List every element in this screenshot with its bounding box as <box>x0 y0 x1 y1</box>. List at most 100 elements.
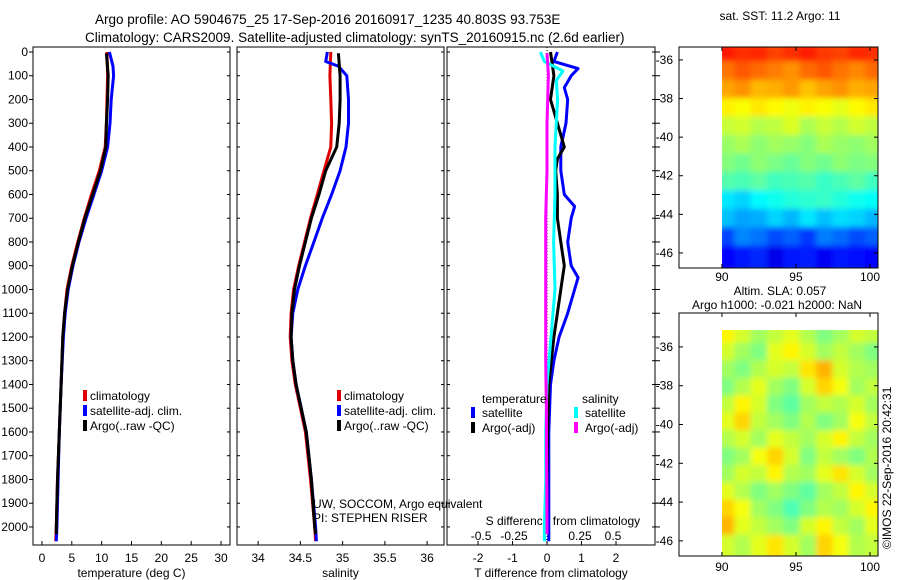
x-tick-label: 0 <box>39 551 46 565</box>
x-tick-label: 2 <box>613 551 620 565</box>
depth-tick-label: 1800 <box>1 472 28 486</box>
heatmap-clip <box>722 330 878 556</box>
x-tick-label: 20 <box>155 551 169 565</box>
legend-swatch <box>337 390 341 401</box>
x-tick-label: 35 <box>336 551 350 565</box>
lat-tick-label: -40 <box>656 130 674 144</box>
heatmap-clip <box>722 47 878 268</box>
depth-tick-label: 1700 <box>1 449 28 463</box>
legend-swatch <box>337 405 341 416</box>
lat-tick-label: -36 <box>656 340 674 354</box>
heatmap <box>722 47 878 268</box>
legend-swatch <box>337 420 341 431</box>
x-tick-label: 1 <box>578 551 585 565</box>
legend-swatch <box>83 420 87 431</box>
x-tick-label: 0 <box>544 551 551 565</box>
x-tick-label: 25 <box>185 551 199 565</box>
plot-frame <box>32 46 231 546</box>
legend-swatch <box>83 390 87 401</box>
depth-tick-label: 800 <box>8 235 28 249</box>
s-tick-label: -0.5 <box>471 529 492 543</box>
depth-tick-label: 1600 <box>1 425 28 439</box>
panel-differences: -2 -1 0 1 2T difference from climatology S di… <box>446 46 660 580</box>
series-group <box>54 51 116 542</box>
depth-tick-label: 900 <box>8 259 28 273</box>
lat-tick-label: -44 <box>656 495 674 509</box>
depth-tick-label: 1000 <box>1 282 28 296</box>
plot-frame <box>236 46 445 546</box>
s-axis-label: S difference from climatology <box>486 514 641 528</box>
lon-tick-label: 95 <box>789 560 803 574</box>
map-sla_map: -36 -38 -40 -42 -44 -46 90 95 100 Altim. SLA: 0.0… <box>656 284 881 574</box>
lon-tick-label: 95 <box>789 270 803 284</box>
depth-tick-label: 300 <box>8 116 28 130</box>
legend-swatch <box>83 405 87 416</box>
series-line-climatology <box>54 51 110 542</box>
legend-label: climatology <box>90 389 150 403</box>
depth-tick-label: 1500 <box>1 401 28 415</box>
series-line-argo-raw-qc- <box>54 53 110 535</box>
heatmap-cell <box>865 534 878 556</box>
depth-tick-label: 600 <box>8 187 28 201</box>
x-axis-label: temperature (deg C) <box>77 566 185 580</box>
series-group <box>539 51 580 542</box>
legend-label: Argo(..raw -QC) <box>90 419 175 433</box>
s-tick-label: 0.25 <box>568 529 592 543</box>
x-tick-label: 15 <box>125 551 139 565</box>
panel-temperature: 0100200300400500600700800900100011001200… <box>1 45 231 580</box>
legend-label: Argo(-adj) <box>585 421 638 435</box>
depth-tick-label: 1200 <box>1 330 28 344</box>
legend-label: satellite <box>585 406 626 420</box>
depth-tick-label: 1100 <box>2 306 28 320</box>
credit-line2: PI: STEPHEN RISER <box>313 511 428 525</box>
legend-label: climatology <box>344 389 404 403</box>
depth-tick-label: 200 <box>8 92 28 106</box>
map-subtitle: Argo h1000: -0.021 h2000: NaN <box>692 298 862 312</box>
map-frame <box>678 312 879 557</box>
x-axis-label: salinity <box>322 566 359 580</box>
depth-tick-label: 100 <box>8 69 28 83</box>
heatmap <box>722 330 878 556</box>
lat-tick-label: -46 <box>656 246 674 260</box>
x-tick-label: 36 <box>420 551 434 565</box>
lat-tick-label: -38 <box>656 379 674 393</box>
x-tick-label: -2 <box>473 551 484 565</box>
x-tick-label: 10 <box>95 551 109 565</box>
legend-label: Argo(..raw -QC) <box>344 419 429 433</box>
series-group <box>288 51 350 542</box>
lon-tick-label: 100 <box>860 270 880 284</box>
lat-tick-label: -46 <box>656 534 674 548</box>
map-title: Altim. SLA: 0.057 <box>734 284 827 298</box>
depth-tick-label: 1300 <box>1 354 28 368</box>
depth-tick-label: 700 <box>8 211 28 225</box>
map-title: sat. SST: 11.2 Argo: 11 <box>720 9 841 23</box>
depth-tick-label: 0 <box>21 45 28 59</box>
legend-label: satellite-adj. clim. <box>344 404 436 418</box>
legend-label: Argo(-adj) <box>482 421 535 435</box>
lat-tick-label: -42 <box>656 169 674 183</box>
depth-tick-label: 2000 <box>1 520 28 534</box>
map-sst_map: -36 -38 -40 -42 -44 -46 90 95 100 sat. SST: 11.2 … <box>656 9 881 284</box>
series-line-t-satellite <box>547 51 580 542</box>
s-tick-label: 0.5 <box>605 529 622 543</box>
depth-tick-label: 1900 <box>1 496 28 510</box>
x-tick-label: -1 <box>507 551 518 565</box>
legend-swatch <box>574 422 578 433</box>
lon-tick-label: 90 <box>715 270 729 284</box>
x-tick-label: 35.5 <box>373 551 397 565</box>
x-tick-label: 5 <box>68 551 75 565</box>
lon-tick-label: 100 <box>860 560 880 574</box>
lat-tick-label: -42 <box>656 456 674 470</box>
imos-timestamp: ©IMOS 22-Sep-2016 20:42:31 <box>880 386 894 549</box>
figure-title-line1: Argo profile: AO 5904675_25 17-Sep-2016 … <box>95 12 560 27</box>
legend-label: satellite-adj. clim. <box>90 404 182 418</box>
panel-salinity: 34 34.5 35 35.5 36 salinity climatologysatelli… <box>236 46 445 580</box>
credit-line1: UW, SOCCOM, Argo equivalent <box>313 497 483 511</box>
series-line-s-argo-adj- <box>544 53 550 535</box>
lat-tick-label: -40 <box>656 418 674 432</box>
legend-swatch <box>574 407 578 418</box>
figure-title-line2: Climatology: CARS2009. Satellite-adjuste… <box>85 30 625 45</box>
x-axis-label: T difference from climatology <box>474 566 628 580</box>
legend-label: satellite <box>482 406 523 420</box>
